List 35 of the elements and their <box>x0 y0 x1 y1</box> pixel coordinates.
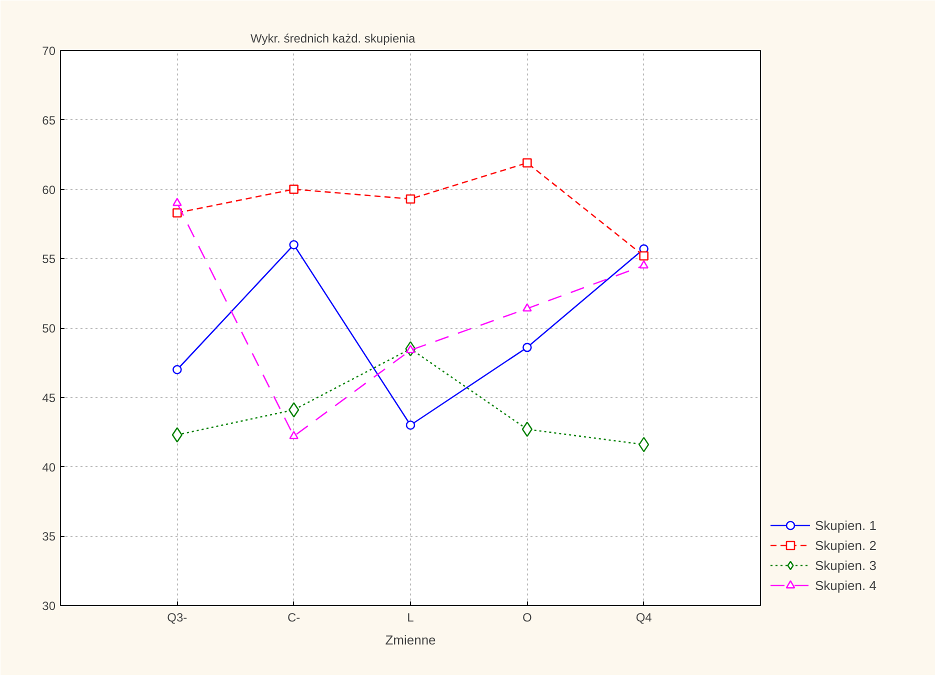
y-tick-label: 60 <box>42 182 56 197</box>
y-tick-label: 40 <box>42 460 56 474</box>
point <box>639 251 648 260</box>
point <box>522 342 532 352</box>
point <box>172 427 182 442</box>
point <box>406 420 416 430</box>
y-tick-label: 30 <box>42 599 56 613</box>
y-tick-label: 65 <box>42 113 56 128</box>
point <box>172 208 182 218</box>
point <box>522 303 532 312</box>
legend-label: Skupien. 4 <box>815 578 876 592</box>
y-tick-label: 55 <box>42 252 56 266</box>
y-tick-label: 70 <box>42 44 56 58</box>
legend-label: Skupien. 3 <box>815 558 876 572</box>
y-tick-label: 50 <box>42 322 56 336</box>
chart-title: Wykr. średnich każd. skupienia <box>250 32 416 46</box>
point <box>639 260 648 269</box>
y-tick-label: 45 <box>42 390 56 405</box>
x-tick-label: C- <box>288 610 300 624</box>
point <box>289 184 298 194</box>
x-axis-title: Zmienne <box>385 632 436 648</box>
y-tick-label: 35 <box>42 530 56 544</box>
point <box>289 240 298 250</box>
x-tick-label: O <box>522 610 532 624</box>
legend-label: Skupien. 1 <box>815 518 876 532</box>
point <box>406 194 416 204</box>
point <box>289 430 298 440</box>
point <box>522 158 532 168</box>
point <box>172 198 182 206</box>
legend-label: Skupien. 2 <box>815 538 876 552</box>
point <box>172 364 182 374</box>
x-tick-label: L <box>407 610 414 624</box>
point <box>522 422 532 437</box>
x-tick-label: Q3- <box>167 610 188 624</box>
x-tick-label: Q4 <box>636 610 652 624</box>
